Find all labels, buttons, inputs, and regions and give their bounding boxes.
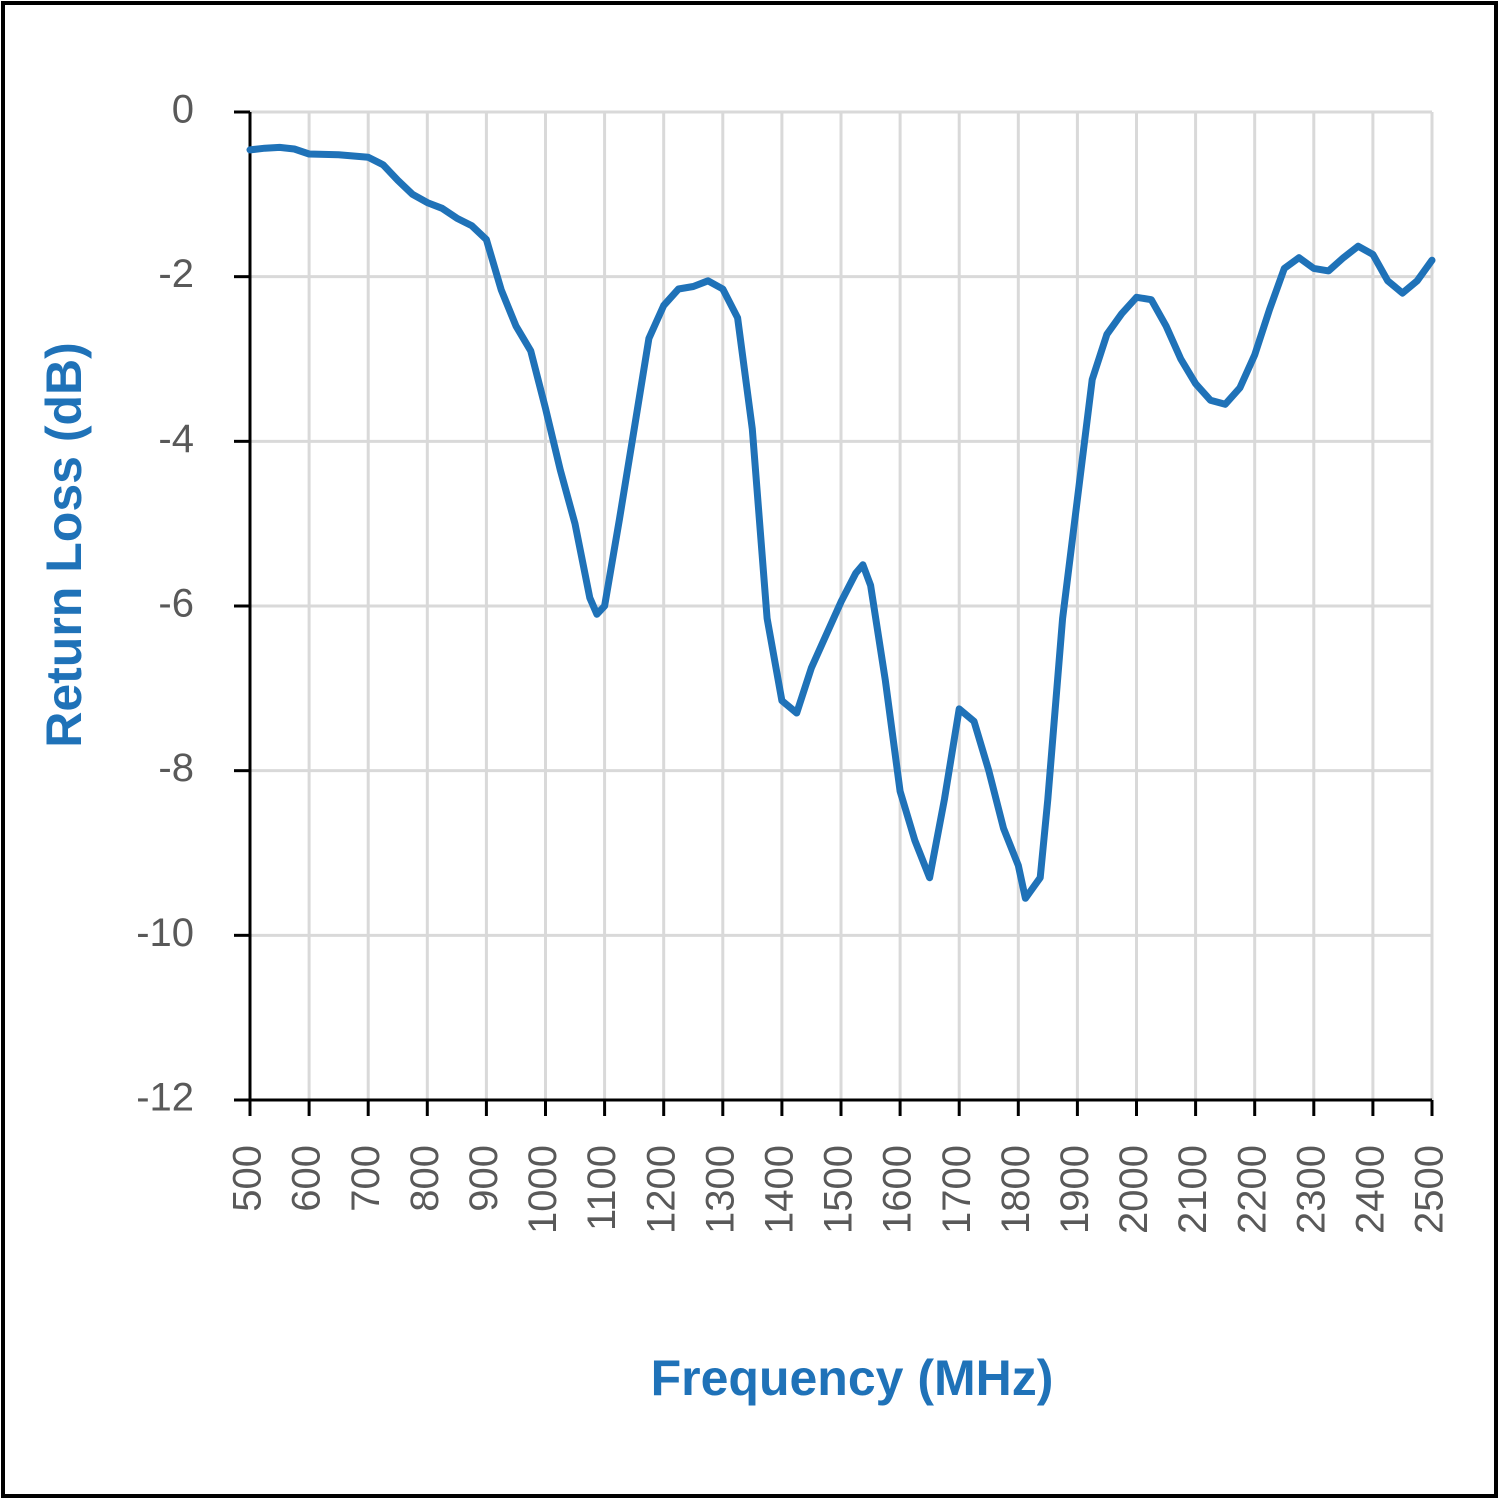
x-tick-label: 600 — [285, 1145, 329, 1212]
x-tick-label: 1500 — [817, 1145, 861, 1234]
x-tick-label: 900 — [462, 1145, 506, 1212]
x-tick-label: 1900 — [1053, 1145, 1097, 1234]
x-tick-label: 2200 — [1230, 1145, 1274, 1234]
y-tick-label: -10 — [136, 911, 194, 955]
x-tick-label: 1800 — [994, 1145, 1038, 1234]
x-tick-label: 1200 — [639, 1145, 683, 1234]
y-tick-label: -12 — [136, 1076, 194, 1120]
y-tick-label: -4 — [158, 417, 194, 461]
x-tick-label: 1700 — [935, 1145, 979, 1234]
x-tick-label: 1300 — [698, 1145, 742, 1234]
x-axis-title: Frequency (MHz) — [651, 1350, 1054, 1406]
y-tick-label: 0 — [172, 88, 194, 132]
y-tick-label: -8 — [158, 746, 194, 790]
y-tick-label: -6 — [158, 582, 194, 626]
y-tick-label: -2 — [158, 252, 194, 296]
data-line — [246, 143, 1436, 902]
x-tick-label: 2100 — [1171, 1145, 1215, 1234]
x-tick-label: 1400 — [757, 1145, 801, 1234]
x-tick-label: 1600 — [876, 1145, 920, 1234]
x-tick-label: 700 — [344, 1145, 388, 1212]
x-tick-label: 1100 — [580, 1145, 624, 1231]
x-tick-label: 2000 — [1112, 1145, 1156, 1234]
x-tick-label: 1000 — [521, 1145, 565, 1234]
x-tick-label: 2400 — [1348, 1145, 1392, 1234]
y-axis-title: Return Loss (dB) — [36, 342, 92, 748]
axes — [234, 110, 1434, 1116]
x-tick-label: 800 — [403, 1145, 447, 1212]
x-tick-label: 500 — [226, 1145, 270, 1212]
x-tick-label: 2300 — [1289, 1145, 1333, 1234]
x-tick-label: 2500 — [1408, 1145, 1452, 1234]
